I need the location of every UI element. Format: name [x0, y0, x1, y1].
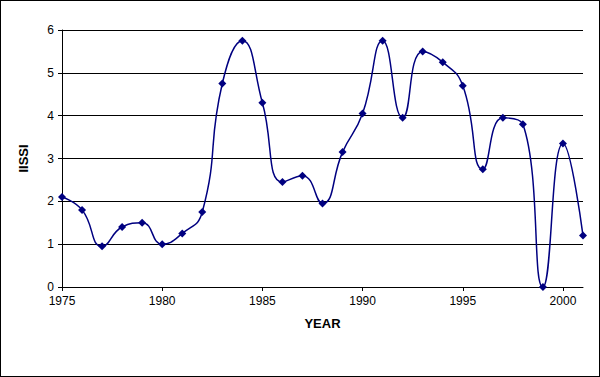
svg-text:3: 3 — [47, 152, 54, 166]
svg-text:4: 4 — [47, 109, 54, 123]
svg-text:6: 6 — [47, 23, 54, 37]
svg-text:1990: 1990 — [349, 294, 376, 308]
svg-text:2: 2 — [47, 194, 54, 208]
svg-text:0: 0 — [47, 280, 54, 294]
svg-text:IISSI: IISSI — [16, 144, 31, 172]
svg-text:1980: 1980 — [149, 294, 176, 308]
svg-text:2000: 2000 — [550, 294, 577, 308]
svg-text:1975: 1975 — [49, 294, 76, 308]
svg-text:YEAR: YEAR — [304, 316, 341, 331]
svg-text:1995: 1995 — [449, 294, 476, 308]
svg-text:1: 1 — [47, 237, 54, 251]
svg-text:1985: 1985 — [249, 294, 276, 308]
svg-text:5: 5 — [47, 66, 54, 80]
